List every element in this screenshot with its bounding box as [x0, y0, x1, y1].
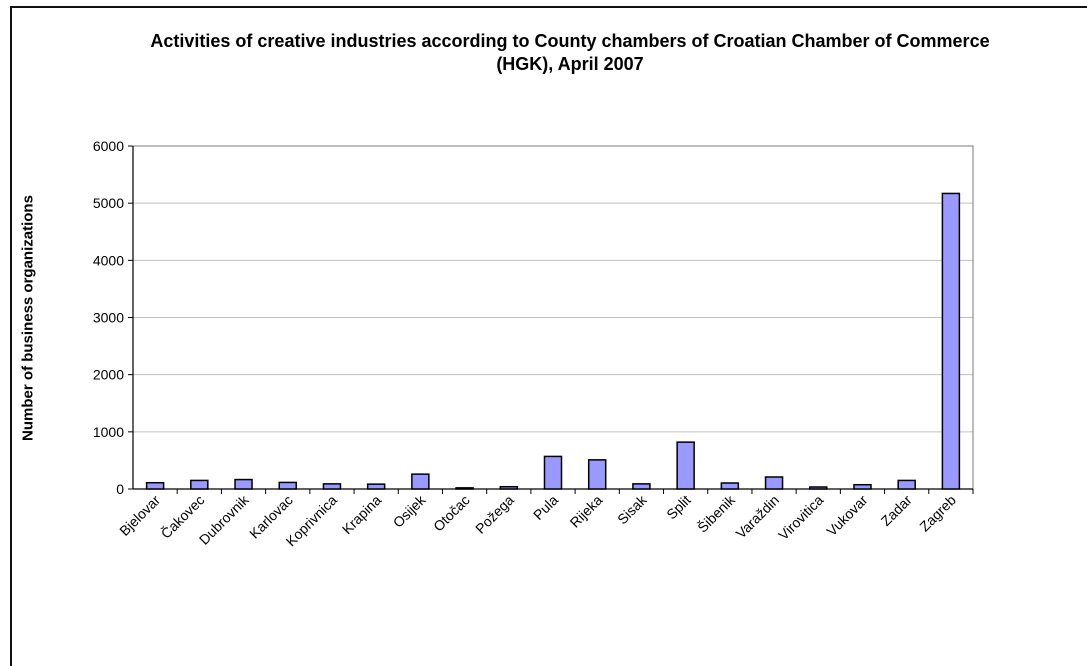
bar — [499, 485, 519, 490]
bar — [190, 479, 209, 490]
x-tick-label: Zadar — [878, 492, 915, 529]
bar — [234, 478, 253, 490]
x-tick-label: Split — [663, 492, 694, 523]
bar — [941, 192, 961, 490]
bar — [853, 483, 872, 490]
chart-title: Activities of creative industries accord… — [150, 31, 990, 74]
x-tick-label: Pula — [530, 492, 561, 523]
bar — [543, 455, 563, 490]
x-tick-label: Varaždin — [733, 492, 783, 542]
x-tick-label: Osijek — [390, 491, 430, 531]
bar — [455, 487, 474, 490]
bar — [897, 479, 916, 490]
x-tick-label: Vukovar — [823, 492, 871, 540]
bar-chart: 0100020003000400050006000BjelovarČakovec… — [93, 138, 974, 549]
x-tick-label: Rijeka — [567, 492, 606, 531]
x-tick-label: Šibenik — [694, 491, 738, 535]
bar — [145, 481, 165, 490]
bar — [676, 441, 695, 490]
x-tick-label: Sisak — [614, 491, 650, 527]
x-tick-label: Krapina — [339, 492, 385, 538]
bar — [366, 483, 386, 490]
x-tick-label: Zagreb — [916, 492, 959, 535]
x-tick-label: Požega — [472, 492, 517, 537]
y-tick-label: 4000 — [93, 252, 124, 268]
bar — [720, 482, 740, 490]
bar — [587, 459, 607, 490]
bar — [632, 483, 651, 490]
chart-frame — [10, 6, 1087, 666]
x-tick-label: Virovitica — [775, 492, 826, 543]
x-tick-label: Dubrovnik — [196, 491, 253, 548]
y-tick-label: 6000 — [93, 138, 124, 154]
bar — [764, 476, 784, 490]
y-tick-label: 0 — [116, 481, 124, 497]
bar — [809, 486, 828, 490]
y-tick-label: 3000 — [93, 310, 124, 326]
x-tick-label: Bjelovar — [116, 492, 163, 539]
y-tick-label: 1000 — [93, 424, 124, 440]
bar — [278, 481, 297, 490]
y-tick-label: 2000 — [93, 367, 124, 383]
y-tick-label: 5000 — [93, 195, 124, 211]
bar — [411, 473, 430, 490]
x-tick-label: Otočac — [430, 492, 473, 535]
bar — [322, 483, 342, 490]
